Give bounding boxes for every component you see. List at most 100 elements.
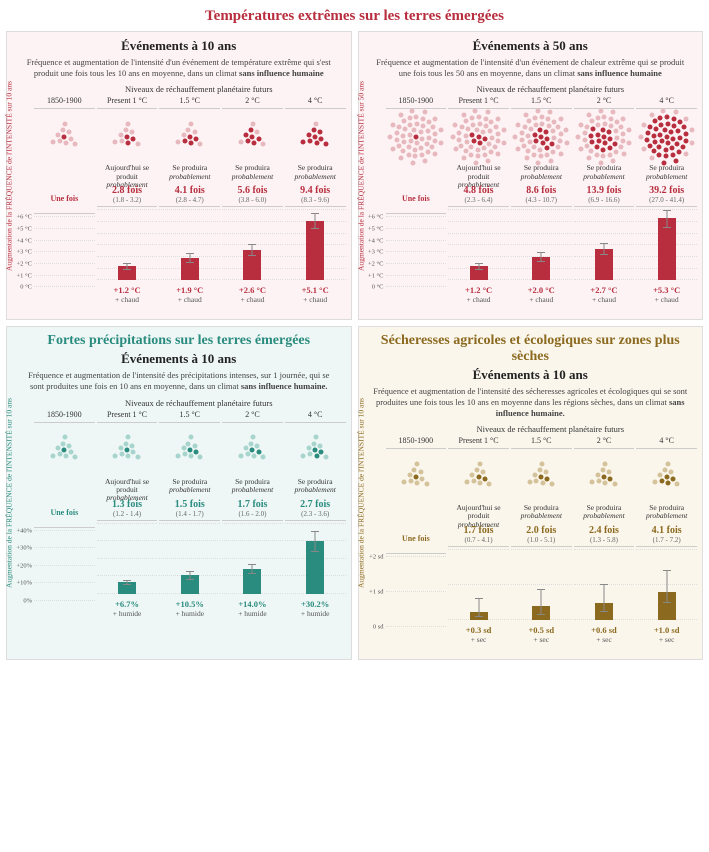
bar-value: +0.6 sd [591,625,617,635]
panel-desc: Fréquence et augmentation de l'intensité… [11,370,347,391]
freq-value: 1.5 fois [175,499,205,510]
freq-ci: (2.8 - 4.7) [176,196,204,204]
bar-value-sub: + chaud [115,295,139,304]
bar-value-sub: + sec [659,635,675,644]
freq-value: 1.7 fois [464,525,494,536]
una-fois: Une fois [402,194,430,203]
bar-zone [636,206,697,284]
panel-subtitle: Événements à 10 ans [11,38,347,54]
bar-value-sub: + chaud [529,295,553,304]
bar-value: +5.3 °C [653,285,680,295]
panel-desc: Fréquence et augmentation de l'intensité… [11,57,347,78]
freq-value: 8.6 fois [526,185,556,196]
bar-value-empty [415,292,417,302]
dot-cluster [285,422,346,478]
bar [306,221,324,281]
bar [243,250,261,280]
column-0: 1850-1900Une fois 0 sd+1 sd+2 sd [385,436,448,651]
occurs: Se produiraprobablement [521,504,562,524]
col-header: Present 1 °C [107,96,147,108]
freq-ci: (1.2 - 1.4) [113,510,141,518]
dot-cluster [222,422,283,478]
bar-value-sub: + chaud [655,295,679,304]
bar [595,249,613,281]
dot-cluster [511,448,572,504]
occurs: Se produiraprobablement [583,504,624,524]
column-3: 2 °CSe produiraprobablement1.7 fois(1.6 … [221,410,284,625]
col-header: 1.5 °C [531,436,552,448]
bar-value-sub: + sec [471,635,487,644]
panel-drought: Augmentation de la FRÉQUENCE de l'INTENS… [358,326,704,660]
column-2: 1.5 °CSe produiraprobablement1.5 fois(1.… [158,410,221,625]
bar-zone [574,206,635,284]
freq-value: 13.9 fois [586,185,621,196]
tick-labels: 0%+10%+20%+30%+40% [14,528,34,605]
bar-value-sub: + chaud [178,295,202,304]
bar-value: +1.0 sd [654,625,680,635]
freq-ci: (1.0 - 5.1) [527,536,555,544]
bar-value: +2.0 °C [528,285,555,295]
page: Températures extrêmes sur les terres éme… [0,0,709,668]
ci-placeholder [63,517,65,525]
dot-cluster [285,108,346,164]
occurs: Aujourd'hui se produitprobablement [448,504,509,524]
dot-cluster [159,108,220,164]
panel-temp50: Augmentation de la FRÉQUENCE de l'INTENS… [358,31,704,320]
column-2: 1.5 °CSe produiraprobablement8.6 fois(4.… [510,96,573,311]
bar-value-sub: + chaud [467,295,491,304]
freq-value: 2.7 fois [300,499,330,510]
column-4: 4 °CSe produiraprobablement39.2 fois(27.… [635,96,698,311]
bar-zone [97,206,158,284]
col-header: 1.5 °C [179,410,200,422]
bar-value-sub: + humide [301,609,330,618]
bar-value-sub: + sec [533,635,549,644]
freq-ci: (1.8 - 3.2) [113,196,141,204]
column-1: Present 1 °CAujourd'hui se produitprobab… [96,410,159,625]
columns: 1850-1900Une fois 0 °C+1 °C+2 °C+3 °C+4 … [33,96,347,311]
una-fois: Une fois [50,194,78,203]
column-0: 1850-1900Une fois 0 °C+1 °C+2 °C+3 °C+4 … [385,96,448,311]
dot-cluster [97,108,158,164]
occurs: Se produiraprobablement [646,504,687,524]
freq-ci: (2.3 - 3.6) [301,510,329,518]
col-header: Present 1 °C [107,410,147,422]
dot-cluster [386,108,447,164]
bar-zone: 0%+10%+20%+30%+40% [34,527,95,605]
dot-cluster [574,108,635,164]
bar-value: +30.2% [301,599,329,609]
bar-zone [222,520,283,598]
column-0: 1850-1900Une fois 0%+10%+20%+30%+40% [33,410,96,625]
column-1: Present 1 °CAujourd'hui se produitprobab… [96,96,159,311]
column-3: 2 °CSe produiraprobablement2.4 fois(1.3 … [573,436,636,651]
col-header: 1850-1900 [399,436,434,448]
bar-value: +14.0% [238,599,266,609]
occurs: Se produiraprobablement [169,164,210,184]
bar-value-empty [415,632,417,642]
dot-cluster [448,108,509,164]
bar-value: +1.2 °C [465,285,492,295]
freq-value: 1.3 fois [112,499,142,510]
dot-cluster [386,448,447,504]
bar [658,592,676,620]
bar [532,606,550,620]
freq-ci: (1.4 - 1.7) [176,510,204,518]
una-fois: Une fois [402,534,430,543]
occurs: Se produiraprobablement [583,164,624,184]
column-3: 2 °CSe produiraprobablement13.9 fois(6.9… [573,96,636,311]
panel-desc: Fréquence et augmentation de l'intensité… [363,57,699,78]
freq-value: 1.7 fois [237,499,267,510]
dot-cluster [448,448,509,504]
tick-labels: 0 °C+1 °C+2 °C+3 °C+4 °C+5 °C+6 °C [14,214,34,291]
col-header: 4 °C [659,96,674,108]
bar-value-empty [63,606,65,616]
bar-value: +1.9 °C [176,285,203,295]
dot-cluster [222,108,283,164]
dot-cluster [636,448,697,504]
column-1: Present 1 °CAujourd'hui se produitprobab… [447,436,510,651]
freq-ci: (4.3 - 10.7) [526,196,558,204]
col-header: Present 1 °C [459,96,499,108]
ci-placeholder [415,543,417,551]
bar [181,575,199,593]
levels-label: Niveaux de réchauffement planétaire futu… [51,398,347,408]
occurs: Se produiraprobablement [232,478,273,498]
